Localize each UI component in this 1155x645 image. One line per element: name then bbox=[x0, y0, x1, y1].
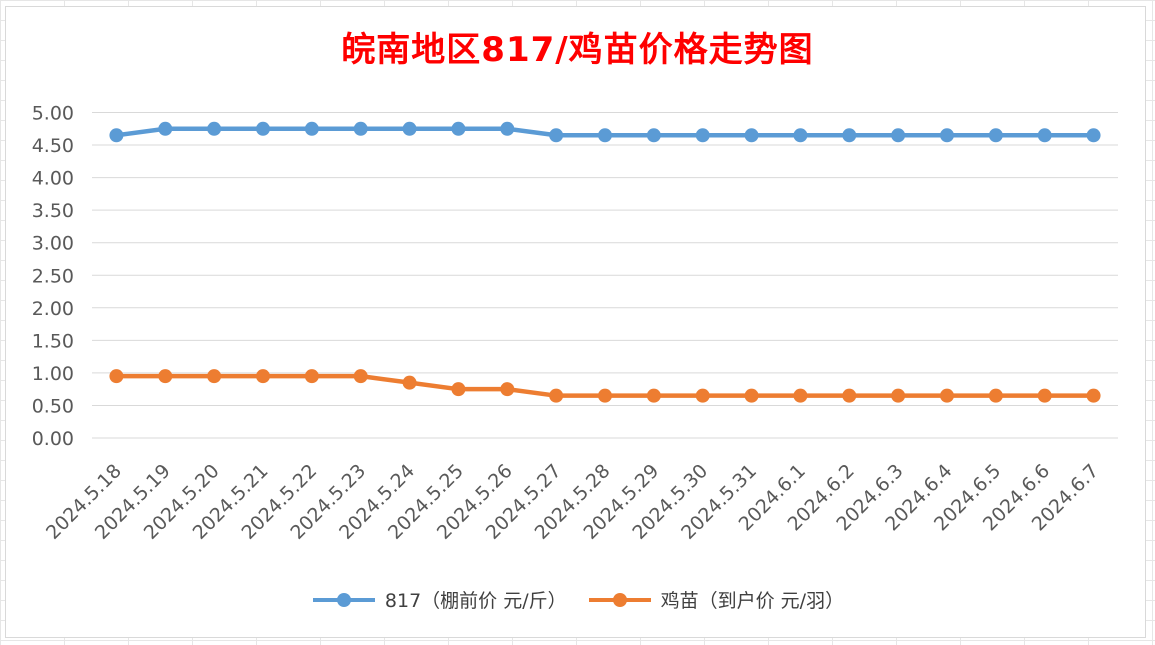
series-2-point bbox=[549, 388, 564, 403]
series-1-point bbox=[256, 121, 270, 136]
series-1-point bbox=[793, 128, 808, 143]
y-tick-label: 4.00 bbox=[32, 168, 74, 190]
series-1-point bbox=[353, 121, 368, 136]
series-1-point bbox=[207, 121, 222, 136]
series-2-point bbox=[207, 369, 222, 384]
y-tick-label: 3.50 bbox=[32, 200, 74, 222]
y-tick-label: 1.50 bbox=[32, 330, 74, 352]
series-2-point bbox=[744, 388, 759, 403]
series-1-point bbox=[891, 128, 906, 143]
legend-item-series-1: 817（棚前价 元/斤） bbox=[311, 586, 567, 613]
legend-label-series-2: 鸡苗（到户价 元/羽） bbox=[660, 590, 845, 612]
series-2-point bbox=[988, 388, 1003, 403]
series-1-point bbox=[695, 128, 710, 143]
series-1-point bbox=[500, 121, 515, 136]
series-2-point bbox=[793, 388, 808, 403]
series-2-point bbox=[598, 388, 612, 403]
series-1-point bbox=[940, 128, 954, 143]
series-2-point bbox=[402, 375, 417, 390]
series-2-point bbox=[304, 369, 319, 384]
chart-title: 皖南地区817/鸡苗价格走势图 bbox=[341, 30, 814, 70]
series-1-point bbox=[598, 128, 612, 143]
chart-legend: 817（棚前价 元/斤） 鸡苗（到户价 元/羽） bbox=[0, 586, 1155, 613]
y-tick-label: 3.00 bbox=[32, 233, 74, 255]
legend-marker-series-1 bbox=[312, 592, 375, 607]
series-2-point bbox=[500, 382, 515, 397]
series-1-point bbox=[744, 128, 759, 143]
legend-label-series-1: 817（棚前价 元/斤） bbox=[384, 590, 567, 612]
series-2-point bbox=[256, 369, 270, 384]
y-tick-label: 2.00 bbox=[32, 298, 74, 320]
series-2-point bbox=[1037, 388, 1052, 403]
y-tick-label: 1.00 bbox=[32, 363, 74, 385]
series-1-point bbox=[304, 121, 319, 136]
series-2-point bbox=[158, 369, 173, 384]
legend-marker-series-2 bbox=[588, 592, 651, 607]
series-1-point bbox=[988, 128, 1003, 143]
series-1-point bbox=[1086, 128, 1101, 143]
series-1-point bbox=[109, 128, 124, 143]
y-tick-label: 5.00 bbox=[32, 103, 74, 125]
series-2-point bbox=[891, 388, 906, 403]
legend-item-series-2: 鸡苗（到户价 元/羽） bbox=[587, 586, 844, 613]
series-2-point bbox=[646, 388, 661, 403]
series-1-point bbox=[842, 128, 857, 143]
series-1-point bbox=[451, 121, 466, 136]
series-2-point bbox=[695, 388, 710, 403]
y-tick-label: 0.00 bbox=[32, 428, 74, 450]
series-2-point bbox=[353, 369, 368, 384]
series-2-point bbox=[1086, 388, 1101, 403]
series-1-point bbox=[549, 128, 564, 143]
y-tick-label: 2.50 bbox=[32, 265, 74, 287]
series-2-point bbox=[451, 382, 466, 397]
y-tick-label: 4.50 bbox=[32, 135, 74, 157]
series-1-point bbox=[402, 121, 417, 136]
series-2-point bbox=[940, 388, 954, 403]
y-tick-label: 0.50 bbox=[32, 395, 74, 417]
series-1-point bbox=[1037, 128, 1052, 143]
series-2-point bbox=[109, 369, 124, 384]
series-1-point bbox=[646, 128, 661, 143]
chart-area[interactable] bbox=[5, 6, 1146, 638]
series-2-point bbox=[842, 388, 857, 403]
series-1-point bbox=[158, 121, 173, 136]
